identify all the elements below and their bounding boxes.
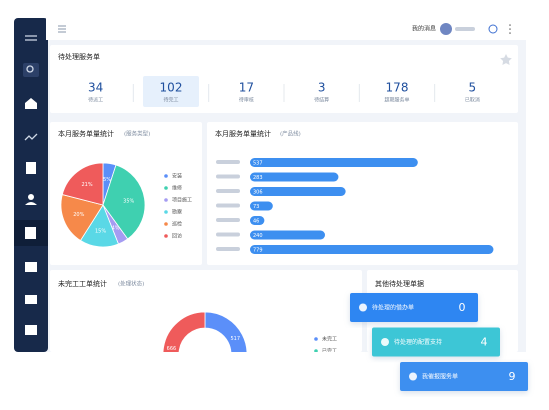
- status-card: [50, 270, 362, 352]
- bar-label: 779: [253, 247, 263, 253]
- category-placeholder: [216, 247, 240, 251]
- bar: [250, 245, 494, 254]
- favorite[interactable]: [500, 54, 512, 65]
- bar-label: 73: [253, 204, 259, 210]
- slice-label: 4%: [112, 225, 120, 231]
- legend-dot: [164, 222, 168, 226]
- slice: [102, 164, 146, 240]
- bar: [250, 216, 265, 225]
- stat-highlight: [143, 76, 199, 107]
- slice-label: 35%: [123, 198, 134, 204]
- product-card: [207, 122, 518, 265]
- legend-dot: [164, 186, 168, 190]
- bar-label: 46: [253, 218, 259, 224]
- card-title: 其他待处理单据: [375, 279, 424, 288]
- bar-label: 240: [253, 233, 263, 239]
- item-count: 4: [481, 336, 488, 349]
- item-label: 待处理的配置支持: [394, 338, 442, 346]
- stat-label: 待结算: [314, 97, 329, 104]
- stat-value: 3: [318, 81, 326, 95]
- bar: [250, 230, 325, 240]
- slice: [61, 162, 104, 206]
- slice-label: 517: [230, 336, 240, 342]
- stat-value: 5: [469, 81, 477, 95]
- legend-label: 回访: [172, 233, 182, 240]
- bar-label: 537: [253, 160, 263, 166]
- avatar[interactable]: [440, 23, 452, 35]
- legend-dot: [314, 337, 318, 341]
- item-count: 0: [459, 301, 466, 314]
- item-icon: [409, 372, 417, 381]
- legend-label: 勘察: [172, 209, 182, 216]
- pending-item[interactable]: [372, 327, 500, 357]
- legend-label: 项目施工: [172, 197, 192, 204]
- pending-item[interactable]: [400, 362, 528, 391]
- legend-label: 维修: [172, 185, 182, 192]
- card-subtitle: (服务类型): [124, 130, 150, 138]
- item-count: 9: [509, 370, 516, 383]
- slice: [192, 369, 239, 396]
- bar: [250, 158, 418, 167]
- pending-card: [50, 45, 518, 113]
- slice-label: 666: [167, 346, 177, 352]
- stat-value: 34: [88, 81, 103, 95]
- card-title: 待处理服务单: [58, 52, 100, 61]
- sidebar-icons: [14, 35, 48, 335]
- slice-label: 21%: [81, 182, 92, 188]
- card-title: 未完工工单统计: [58, 279, 107, 288]
- category-placeholder: [216, 189, 240, 193]
- bar: [250, 172, 339, 182]
- stat-label: 已取消: [465, 97, 480, 104]
- item-label: 待处理的借办单: [372, 304, 414, 312]
- category-placeholder: [216, 203, 240, 208]
- bar: [250, 201, 273, 211]
- stat-label: 待完工: [163, 97, 178, 104]
- category-placeholder: [216, 232, 240, 237]
- slice: [162, 311, 206, 352]
- card-title: 本月服务单量统计: [215, 129, 271, 138]
- stat-value: 178: [386, 81, 409, 95]
- legend-label: 未完工: [322, 336, 337, 343]
- category-placeholder: [216, 174, 240, 179]
- category-placeholder: [216, 160, 240, 164]
- slice-label: 15%: [95, 228, 106, 234]
- slice: [204, 311, 248, 352]
- stat-value: 102: [160, 81, 183, 95]
- item-icon: [359, 303, 367, 312]
- messages[interactable]: 我的消息: [412, 25, 436, 33]
- legend-dot: [164, 174, 168, 178]
- sidebar: [14, 18, 48, 352]
- category-placeholder: [216, 218, 240, 222]
- legend-dot: [314, 361, 318, 365]
- username: [455, 27, 475, 31]
- card-subtitle: (产品线): [280, 130, 301, 138]
- stat-label: 待审核: [239, 97, 254, 104]
- legend-dot: [164, 210, 168, 214]
- stat-label: 待派工: [88, 97, 103, 104]
- item-label: 我催报服务单: [422, 373, 458, 381]
- legend-label: 巡检: [172, 221, 182, 228]
- card-title: 本月服务单量统计: [58, 129, 114, 138]
- bar: [250, 187, 346, 196]
- topbar: [46, 18, 526, 40]
- slice-label: 5%: [103, 177, 111, 183]
- legend-dot: [314, 349, 318, 352]
- language[interactable]: [488, 24, 498, 34]
- menu-toggle[interactable]: [58, 25, 66, 33]
- stat-label: 超期服务单: [384, 97, 409, 104]
- legend-label: 待审核: [322, 360, 337, 367]
- item-icon: [381, 338, 389, 346]
- legend-dot: [164, 198, 168, 202]
- slice: [60, 194, 104, 242]
- bar-label: 306: [253, 189, 263, 195]
- legend-dot: [164, 234, 168, 238]
- pending-item[interactable]: [350, 293, 478, 322]
- legend-label: 已完工: [322, 348, 337, 355]
- stat-value: 17: [239, 81, 254, 95]
- bar-label: 283: [253, 175, 263, 181]
- slice-label: 20%: [73, 212, 84, 218]
- legend-label: 安装: [172, 173, 182, 180]
- card-subtitle: (处理状态): [118, 280, 144, 288]
